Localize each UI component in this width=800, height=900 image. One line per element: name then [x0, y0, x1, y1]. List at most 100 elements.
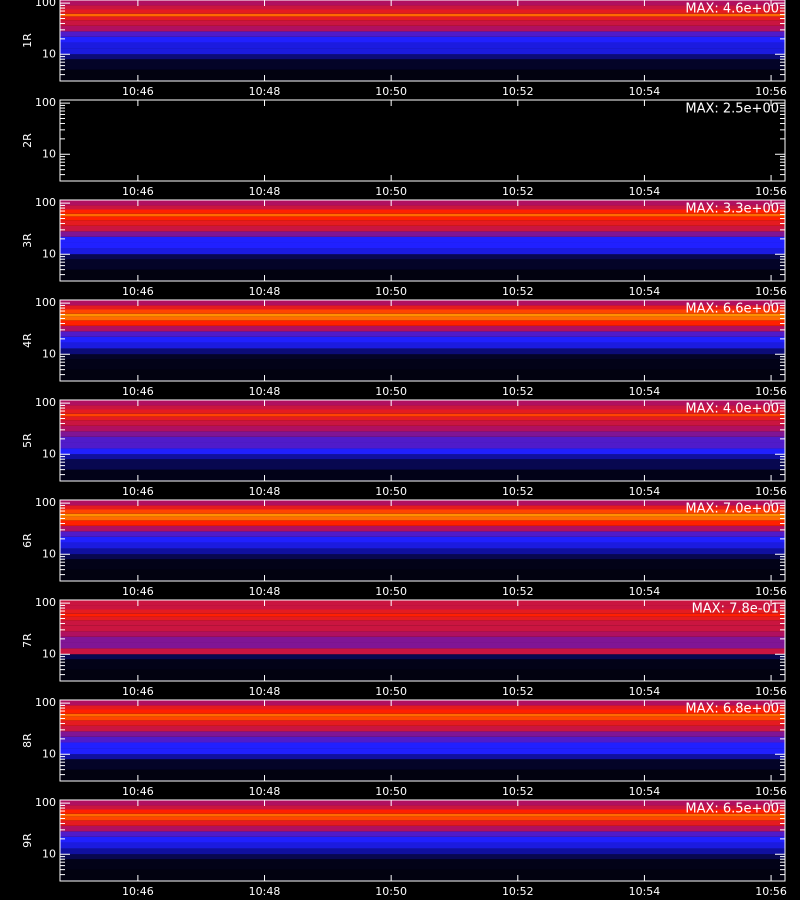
heatmap-cell [60, 669, 785, 681]
x-tick-label: 10:50 [375, 785, 407, 798]
heatmap-cell [60, 305, 785, 310]
heatmap-cell [60, 842, 785, 849]
heatmap-cell [60, 369, 785, 381]
x-tick-label: 10:54 [629, 385, 661, 398]
y-tick-label: 10 [42, 547, 56, 560]
y-axis-label: 2R [21, 133, 34, 148]
heatmap-cell [60, 700, 785, 706]
max-annotation: MAX: 7.8e-01 [692, 602, 779, 617]
y-tick-label: 100 [35, 296, 56, 309]
heatmap-cell [60, 169, 785, 181]
heatmap-cell [60, 509, 785, 514]
heatmap-cell [60, 254, 785, 260]
y-tick-label: 10 [42, 447, 56, 460]
max-annotation: MAX: 6.8e+00 [685, 702, 779, 717]
x-tick-label: 10:50 [375, 285, 407, 298]
max-annotation: MAX: 6.5e+00 [685, 802, 779, 817]
x-tick-label: 10:50 [375, 685, 407, 698]
heatmap-cell [60, 448, 785, 455]
y-tick-label: 10 [42, 647, 56, 660]
x-tick-label: 10:56 [755, 185, 787, 198]
heatmap-cell [60, 709, 785, 714]
y-axis-label: 1R [21, 33, 34, 48]
x-tick-label: 10:56 [755, 85, 787, 98]
y-tick-label: 100 [35, 196, 56, 209]
heatmap-cell [60, 805, 785, 810]
heatmap-cell [60, 205, 785, 210]
x-tick-label: 10:48 [249, 85, 281, 98]
max-annotation: MAX: 6.6e+00 [685, 302, 779, 317]
x-tick-label: 10:54 [629, 185, 661, 198]
plot-frame [59, 0, 786, 82]
heatmap-cell [60, 31, 785, 37]
heatmap-cell [60, 636, 785, 643]
x-tick-label: 10:52 [502, 585, 534, 598]
heatmap-cell [60, 9, 785, 14]
heatmap-cell [60, 525, 785, 532]
heatmap-cell [60, 409, 785, 414]
y-tick-label: 10 [42, 747, 56, 760]
x-tick-label: 10:52 [502, 85, 534, 98]
heatmap-cell [60, 316, 785, 321]
heatmap-cell [60, 520, 785, 526]
heatmap-cell [60, 142, 785, 149]
y-tick-label: 100 [35, 596, 56, 609]
heatmap-cell [60, 625, 785, 632]
heatmap-cell [60, 209, 785, 214]
heatmap-cell [60, 600, 785, 606]
heatmap-cell [60, 425, 785, 432]
y-axis-label: 7R [21, 633, 34, 648]
heatmap-cell [60, 148, 785, 155]
heatmap-cell [60, 420, 785, 426]
heatmap-cell [60, 705, 785, 710]
heatmap-cell [60, 331, 785, 337]
x-tick-label: 10:52 [502, 485, 534, 498]
heatmap-cell [60, 100, 785, 106]
heatmap-cell [60, 354, 785, 360]
heatmap-cell [60, 213, 785, 217]
heatmap-cell [60, 648, 785, 655]
heatmap-cell [60, 242, 785, 249]
heatmap-cell [60, 713, 785, 717]
plot-frame [59, 599, 786, 682]
x-tick-label: 10:54 [629, 585, 661, 598]
heatmap-cell [60, 5, 785, 10]
x-tick-label: 10:50 [375, 485, 407, 498]
heatmap-cell [60, 20, 785, 26]
heatmap-cell [60, 816, 785, 821]
heatmap-cell [60, 159, 785, 170]
y-axis-label: 3R [21, 233, 34, 248]
x-tick-label: 10:54 [629, 285, 661, 298]
heatmap-cell [60, 342, 785, 349]
heatmap-cell [60, 859, 785, 870]
x-tick-label: 10:48 [249, 485, 281, 498]
heatmap-cell [60, 0, 785, 6]
heatmap-cell [60, 400, 785, 406]
y-tick-label: 10 [42, 47, 56, 60]
heatmap-cell [60, 548, 785, 555]
heatmap-cell [60, 809, 785, 814]
heatmap-cell [60, 436, 785, 443]
heatmap-cell [60, 413, 785, 417]
heatmap-cell [60, 736, 785, 743]
heatmap-cell [60, 248, 785, 255]
heatmap-cell [60, 605, 785, 610]
heatmap-cell [60, 848, 785, 855]
heatmap-cell [60, 454, 785, 460]
x-tick-label: 10:48 [249, 385, 281, 398]
heatmap-cell [60, 620, 785, 626]
heatmap-cell [60, 116, 785, 121]
heatmap-cell [60, 820, 785, 826]
heatmap-cell [60, 609, 785, 614]
y-tick-label: 10 [42, 247, 56, 260]
heatmap-cell [60, 613, 785, 617]
x-tick-label: 10:50 [375, 885, 407, 898]
heatmap-cell [60, 505, 785, 510]
heatmap-cell [60, 269, 785, 281]
x-tick-label: 10:52 [502, 285, 534, 298]
x-tick-label: 10:56 [755, 785, 787, 798]
y-tick-label: 10 [42, 847, 56, 860]
heatmap-cell [60, 825, 785, 832]
heatmap-cell [60, 36, 785, 43]
